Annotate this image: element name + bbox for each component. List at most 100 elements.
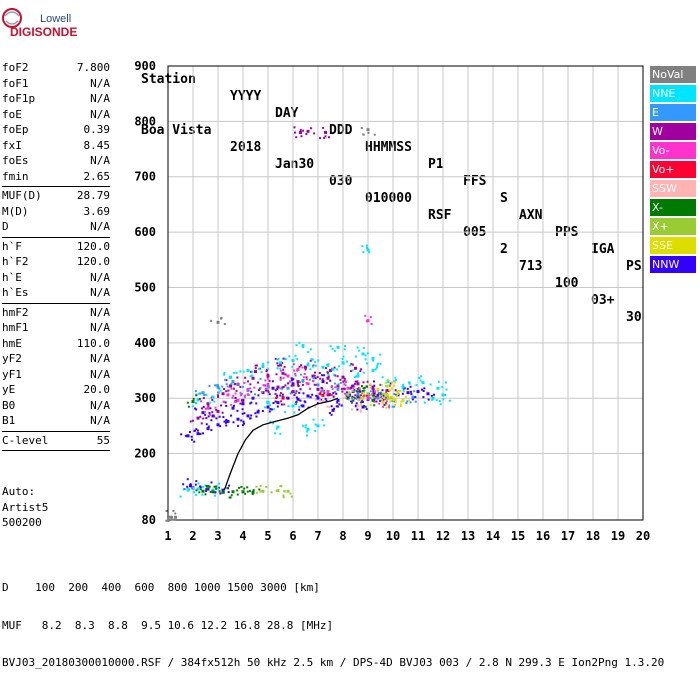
echo-dot-nne [336, 368, 339, 371]
echo-dot-vo- [283, 403, 286, 406]
param-value: 110.0 [76, 336, 110, 350]
echo-dot-sse [357, 399, 360, 402]
echo-dot-x- [290, 495, 293, 498]
echo-dot-w [313, 374, 316, 377]
header-col: IGA [591, 242, 615, 257]
echo-dot-w [293, 131, 296, 134]
echo-dot-nne [306, 351, 309, 354]
echo-dot-w [300, 135, 303, 138]
echo-dot-w [356, 380, 359, 383]
x-tick-label: 6 [289, 529, 296, 543]
echo-dot-x- [238, 486, 241, 489]
echo-dot-w [266, 368, 269, 371]
data-point-nnw [236, 417, 240, 421]
echo-dot-w [362, 381, 365, 384]
echo-dot-x- [251, 493, 254, 496]
data-point-w [356, 382, 360, 386]
echo-dot-w [216, 394, 219, 397]
echo-dot-x- [248, 489, 251, 492]
echo-dot-vo- [320, 389, 323, 392]
header-val: 713 [519, 259, 543, 274]
echo-dot-w [241, 399, 244, 402]
data-point-vo- [321, 393, 325, 397]
echo-dot-nnw [271, 380, 274, 383]
legend-item: W [650, 123, 696, 140]
echo-dot-nnw [268, 410, 271, 413]
echo-dot-vo- [323, 392, 326, 395]
echo-dot-nne [298, 405, 301, 408]
echo-dot-nne [424, 401, 427, 404]
echo-dot-x- [275, 489, 278, 492]
echo-dot-nne [233, 371, 236, 374]
data-point-nnw [226, 419, 230, 423]
echo-dot-nnw [280, 403, 283, 406]
echo-dot-nne [218, 482, 221, 485]
echo-dot-nnw [254, 412, 257, 415]
echo-dot-nnw [422, 396, 425, 399]
echo-dot-nne [251, 370, 254, 373]
echo-dot-nne [306, 434, 309, 437]
legend-item: NNE [650, 85, 696, 102]
echo-dot-e [333, 382, 336, 385]
echo-dot-e [378, 392, 381, 395]
echo-dot-nnw [402, 387, 405, 390]
echo-dot-ssw [351, 408, 354, 411]
echo-dot-nnw [232, 421, 235, 424]
param-row: foE N/A [2, 107, 110, 123]
data-point-nne [316, 424, 320, 428]
data-point-e [216, 385, 220, 389]
echo-dot-vo- [243, 381, 246, 384]
echo-dot-nnw [298, 408, 301, 411]
echo-dot-w [327, 136, 330, 139]
echo-dot-w [296, 382, 299, 385]
echo-dot-w [375, 400, 378, 403]
param-row: foF2 7.800 [2, 60, 110, 76]
data-point-nnw [296, 397, 300, 401]
echo-dot-w [349, 387, 352, 390]
echo-dot-nne [439, 403, 442, 406]
echo-dot-nne [284, 411, 287, 414]
echo-dot-w [211, 411, 214, 414]
echo-dot-nnw [383, 403, 386, 406]
echo-dot-w [202, 397, 205, 400]
echo-dot-nnw [213, 491, 216, 494]
param-row: hmE 110.0 [2, 336, 110, 352]
echo-dot-nnw [332, 395, 335, 398]
param-value: N/A [90, 107, 110, 121]
echo-dot-x- [289, 492, 292, 495]
header-col: P1 [428, 157, 444, 172]
data-point-w [329, 369, 332, 373]
param-value: N/A [90, 220, 110, 233]
data-point-nne [301, 344, 305, 348]
echo-dot-ssw [326, 405, 329, 408]
param-name: B1 [2, 414, 16, 427]
x-tick-label: 3 [214, 529, 221, 543]
echo-dot-vo- [301, 366, 304, 369]
echo-dot-e [221, 385, 224, 388]
echo-dot-w [213, 415, 216, 418]
echo-dot-nne [349, 364, 352, 367]
echo-dot-nnw [210, 481, 213, 484]
echo-dot-nne [239, 370, 242, 373]
param-name: hmF2 [2, 305, 29, 319]
echo-dot-nnw [184, 434, 187, 437]
echo-dot-vo- [204, 407, 207, 410]
data-point-w [251, 376, 255, 380]
echo-dot-nnw [414, 396, 417, 399]
echo-dot-nnw [274, 400, 277, 403]
param-row: B0 N/A [2, 398, 110, 414]
echo-dot-nnw [403, 387, 406, 390]
header-val: Boa Vista [141, 123, 212, 138]
x-tick-label: 14 [486, 529, 500, 543]
echo-dot-w [290, 384, 293, 387]
echo-dot-nnw [309, 396, 312, 399]
echo-dot-nne [338, 365, 341, 368]
data-point-w [341, 375, 345, 379]
echo-dot-nne [393, 380, 396, 383]
param-value: 28.79 [76, 189, 110, 202]
echo-dot-vo- [214, 406, 217, 409]
echo-dot-nnw [321, 374, 324, 377]
data-point-nne [371, 356, 375, 360]
echo-dot-nnw [303, 400, 306, 403]
echo-dot-nnw [359, 401, 362, 404]
